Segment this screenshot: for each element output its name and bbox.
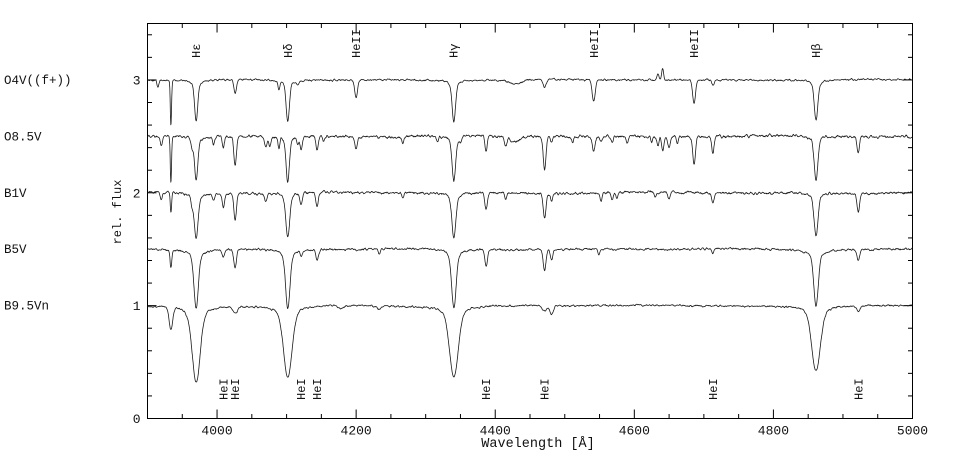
spectrum-B9.5Vn: [147, 303, 913, 383]
line-id-label-bottom: HeI: [311, 378, 325, 400]
line-id-label-bottom: HeI: [295, 378, 309, 400]
x-axis-label: Wavelength [Å]: [481, 437, 594, 452]
y-axis-label: rel. flux: [111, 180, 125, 245]
line-id-label-bottom: HeI: [707, 378, 721, 400]
y-tick-label: 2: [133, 186, 141, 201]
x-tick-label: 4200: [341, 424, 372, 439]
spectrum-B1V: [147, 190, 913, 239]
x-tick-label: 4400: [480, 424, 511, 439]
line-id-label-top: HeII: [688, 29, 702, 58]
series-label: B9.5Vn: [4, 300, 49, 314]
series-label: B1V: [4, 187, 27, 201]
y-tick-label: 1: [133, 299, 141, 314]
spectrum-O4V((f+)): [147, 68, 913, 126]
series-label: B5V: [4, 243, 27, 257]
line-id-label-top: Hε: [190, 44, 204, 58]
spectrum-O8.5V: [147, 133, 913, 183]
line-id-label-top: Hβ: [810, 44, 824, 58]
line-id-label-bottom: HeI: [217, 378, 231, 400]
line-id-label-bottom: HeI: [539, 378, 553, 400]
line-id-label-top: HeII: [588, 29, 602, 58]
plot-frame: [147, 23, 913, 419]
x-tick-label: 4800: [758, 424, 789, 439]
x-tick-label: 5000: [897, 424, 928, 439]
y-tick-label: 0: [133, 412, 141, 427]
spectrum-B5V: [147, 247, 913, 309]
line-id-label-bottom: HeI: [229, 378, 243, 400]
y-tick-label: 3: [133, 73, 141, 88]
line-id-label-top: Hγ: [448, 44, 462, 58]
series-label: O4V((f+)): [4, 74, 72, 88]
line-id-label-top: Hδ: [282, 44, 296, 58]
x-tick-label: 4600: [619, 424, 650, 439]
x-tick-label: 4000: [201, 424, 232, 439]
series-label: O8.5V: [4, 130, 42, 144]
line-id-label-top: HeII: [350, 29, 364, 58]
line-id-label-bottom: HeI: [852, 378, 866, 400]
line-id-label-bottom: HeI: [480, 378, 494, 400]
